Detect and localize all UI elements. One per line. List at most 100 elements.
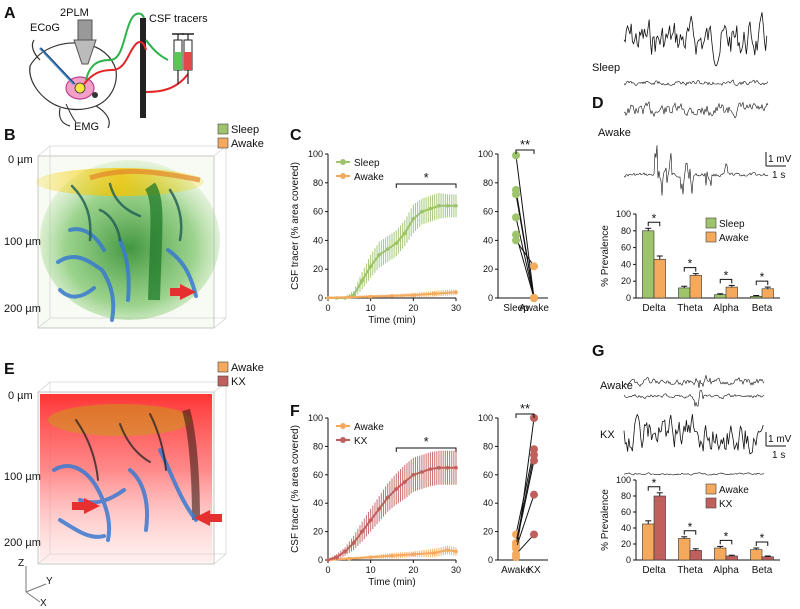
F_pair-sig-bracket [515, 413, 535, 418]
D_bar-legend-swatch-awake [705, 231, 717, 243]
trace-label-awake-g: Awake [600, 380, 633, 392]
C_time-ytick-label: 0 [318, 293, 323, 303]
C_pair-point-awake [530, 262, 538, 271]
C_time-point-sleep [411, 217, 416, 221]
emg-trace-kx-g [623, 472, 765, 476]
G_bar-sig-bracket [755, 541, 769, 546]
F_time-legend-label-kx: KX [354, 436, 368, 447]
depth-0-b: 0 µm [8, 154, 33, 166]
F_pair-pair-line [515, 454, 535, 544]
D_bar-bar-awake-beta [761, 288, 774, 299]
G_bar-sig-marker: * [724, 529, 729, 543]
F_time-point-kx [403, 480, 407, 484]
panel-d-traces: Sleep Awake 1 mV 1 s [592, 12, 792, 196]
G_bar-sig-bracket [683, 530, 697, 535]
F_time-ytick-label: 100 [308, 413, 323, 423]
C_time-point-awake [347, 295, 352, 300]
F_time-point-kx [351, 541, 356, 545]
D_bar-ytick-label: 100 [616, 209, 631, 219]
F_pair-category-label: KX [527, 565, 541, 576]
F_time-point-kx [326, 558, 330, 562]
C_time-point-sleep [437, 204, 441, 208]
F_time-sig-bracket [395, 447, 457, 452]
C_pair-ytick-label: 60 [483, 207, 493, 217]
C_time-point-awake [326, 296, 330, 300]
C_pair-ytick-label: 80 [483, 178, 493, 188]
C_time-point-awake [411, 293, 416, 297]
G_bar-ytick-label: 100 [616, 475, 631, 485]
C_time-point-sleep [445, 204, 450, 208]
F_time-point-kx [334, 555, 339, 559]
F_pair-point-kx [530, 530, 538, 539]
C_time-point-awake [390, 294, 394, 298]
depth-0-e: 0 µm [8, 390, 33, 402]
G_bar-category-label: Beta [752, 565, 773, 576]
C_time-ytick-label: 100 [308, 149, 323, 159]
G_bar-sig-marker: * [760, 531, 765, 545]
C_time-legend-marker-awake [340, 173, 346, 179]
F_time-ytick-label: 0 [318, 555, 323, 565]
D_bar-sig-marker: * [760, 270, 765, 284]
axis-x-label: X [40, 598, 47, 609]
F_time-point-kx [385, 495, 390, 500]
C_time-xtick-label: 20 [408, 303, 418, 313]
C_time-ytick-label: 20 [313, 264, 323, 274]
D_bar-ytick-label: 20 [621, 276, 631, 286]
axis-z-label: Z [18, 558, 24, 569]
C_pair-ytick-label: 100 [478, 149, 493, 159]
C_time-point-sleep [385, 247, 390, 251]
G_bar-legend-swatch-kx [705, 497, 717, 509]
scale-mv-g: 1 mV [768, 434, 792, 445]
panel-label-b: B [4, 127, 16, 144]
axis-triad [25, 566, 47, 603]
C_time-legend-marker-sleep [340, 159, 346, 165]
F_pair-point-kx [530, 490, 538, 499]
C_pair-ytick-label: 40 [483, 235, 493, 245]
F_time-point-kx [343, 549, 347, 554]
C_pair-category-label: Awake [519, 303, 549, 314]
axis-y-label: Y [46, 576, 53, 587]
D_bar-ytick-label: 80 [621, 226, 631, 236]
legend-swatch-awake-b [217, 137, 229, 149]
F_time-legend-label-awake: Awake [354, 422, 384, 433]
C_pair-point-awake [530, 294, 538, 302]
C_time-point-sleep [360, 278, 364, 283]
label-ecog: ECoG [30, 22, 60, 34]
C_time-legend-label-awake: Awake [354, 172, 384, 183]
C_time-point-sleep [454, 204, 458, 208]
C_pair-pair-line [515, 155, 535, 299]
F_pair-ytick-label: 60 [483, 470, 493, 480]
D_bar-legend-label-awake: Awake [719, 233, 749, 244]
legend-label-sleep-b: Sleep [231, 124, 259, 136]
D_bar-bar-sleep-delta [642, 230, 655, 299]
F_pair-point-awake [512, 544, 520, 553]
panel-a-schematic: ECoG 2PLM EMG CSF tracers [29, 7, 208, 133]
G_bar-bar-kx-alpha [725, 555, 738, 561]
F_pair-point-kx [530, 445, 538, 454]
G_bar-bar-awake-delta [642, 523, 655, 561]
G_bar-sig-marker: * [688, 520, 693, 534]
D_bar-legend-swatch-sleep [705, 217, 717, 229]
F_time-point-kx [368, 518, 373, 523]
D_bar-ytick-label: 40 [621, 259, 631, 269]
C_time-legend-label-sleep: Sleep [354, 158, 380, 169]
G_bar-bar-kx-theta [689, 550, 702, 561]
D_bar-sig-bracket [719, 278, 733, 284]
D_bar-legend-label-sleep: Sleep [719, 219, 745, 230]
C_time-sig-bracket [395, 183, 457, 188]
F_time-xtick-label: 20 [408, 565, 418, 575]
D_bar-ytick-label: 0 [626, 293, 631, 303]
G_bar-sig-bracket [719, 539, 733, 545]
C_pair-point-sleep [512, 190, 520, 199]
F_pair-pair-line [515, 534, 535, 555]
label-csf-tracers: CSF tracers [149, 13, 208, 25]
F_pair-pair-line [515, 494, 535, 549]
D_bar-bar-awake-theta [689, 275, 702, 299]
D_bar-category-label: Delta [642, 303, 666, 314]
F_time-point-kx [437, 465, 441, 470]
D_bar-bar-sleep-alpha [714, 294, 727, 299]
F_time-point-kx [454, 465, 458, 470]
G_bar-bar-kx-beta [761, 556, 774, 561]
